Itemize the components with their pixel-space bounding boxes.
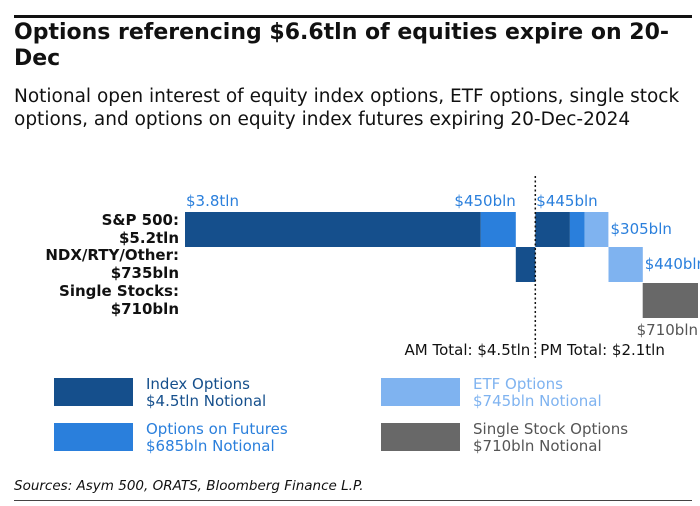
legend-name: Index Options <box>146 375 250 393</box>
bar-index-options <box>185 212 481 247</box>
legend-swatch-single-stock-options <box>381 423 460 451</box>
bar-value-label: $305bln <box>611 220 672 238</box>
bar-options-on-futures <box>569 212 585 247</box>
category-label: $735bln <box>111 264 179 282</box>
legend-name: Options on Futures <box>146 420 288 438</box>
legend-label-options-on-futures: Options on Futures $685bln Notional <box>146 421 288 455</box>
chart-subtitle: Notional open interest of equity index o… <box>14 86 680 130</box>
legend-detail: $745bln Notional <box>473 392 602 410</box>
legend-swatch-index-options <box>54 378 133 406</box>
bar-index-options <box>515 247 536 282</box>
value-labels: $3.8tln $450bln $445bln $305bln $440bln $710b… <box>186 192 700 339</box>
legend-label-etf-options: ETF Options $745bln Notional <box>473 376 602 410</box>
am-total-label: AM Total: $4.5tln <box>405 341 531 359</box>
legend-label-index-options: Index Options $4.5tln Notional <box>146 376 266 410</box>
pm-total-label: PM Total: $2.1tln <box>540 341 665 359</box>
legend-detail: $685bln Notional <box>146 437 275 455</box>
top-rule <box>14 15 692 18</box>
bar-index-options <box>535 212 570 247</box>
legend-label-single-stock-options: Single Stock Options $710bln Notional <box>473 421 628 455</box>
legend-swatch-options-on-futures <box>54 423 133 451</box>
bar-etf-options <box>608 247 643 282</box>
bar-value-label: $440bln <box>645 255 700 273</box>
category-label: Single Stocks: <box>59 282 179 300</box>
legend-name: Single Stock Options <box>473 420 629 438</box>
source-note: Sources: Asym 500, ORATS, Bloomberg Fina… <box>14 478 364 494</box>
bottom-rule <box>14 500 692 501</box>
bars <box>185 212 698 318</box>
bar-etf-options <box>584 212 609 247</box>
bar-value-label: $710bln <box>637 321 698 339</box>
bar-value-label: $3.8tln <box>186 192 239 210</box>
legend-detail: $4.5tln Notional <box>146 392 267 410</box>
legend-swatch-etf-options <box>381 378 460 406</box>
bar-value-label: $450bln <box>454 192 515 210</box>
waterfall-chart: S&P 500:$5.2tlnNDX/RTY/Other:$735blnSing… <box>45 176 700 359</box>
bar-options-on-futures <box>480 212 516 247</box>
category-labels: S&P 500:$5.2tlnNDX/RTY/Other:$735blnSing… <box>45 211 179 318</box>
chart-title: Options referencing $6.6tln of equities … <box>14 20 670 71</box>
legend-name: ETF Options <box>473 375 563 393</box>
bar-single-stock-options <box>642 283 698 318</box>
category-label: NDX/RTY/Other: <box>45 246 179 264</box>
category-label: S&P 500: <box>102 211 179 229</box>
legend-detail: $710bln Notional <box>473 437 602 455</box>
category-label: $5.2tln <box>119 229 179 247</box>
category-label: $710bln <box>111 300 179 318</box>
bar-value-label: $445bln <box>536 192 597 210</box>
